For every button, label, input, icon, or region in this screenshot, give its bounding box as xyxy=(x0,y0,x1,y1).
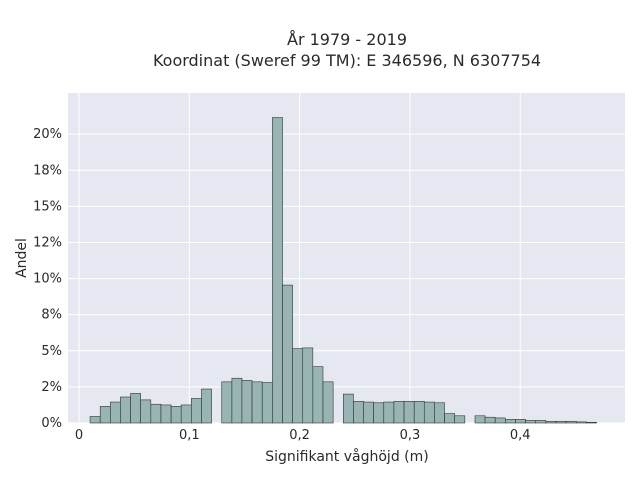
histogram-bar xyxy=(312,366,324,424)
histogram-bar xyxy=(393,401,405,424)
histogram-bar xyxy=(586,421,597,424)
histogram-bar xyxy=(363,401,374,424)
histogram-bar xyxy=(505,419,516,424)
histogram-bar xyxy=(221,381,233,424)
histogram-bar xyxy=(383,401,395,424)
histogram-bar xyxy=(413,401,425,424)
y-tick-label: 8% xyxy=(41,308,62,323)
histogram-bar xyxy=(160,404,172,424)
y-tick-label: 15% xyxy=(33,199,62,214)
histogram-bar xyxy=(231,377,243,424)
x-tick-label: 0,3 xyxy=(400,428,421,443)
y-tick-label: 20% xyxy=(33,127,62,142)
histogram-bar xyxy=(130,393,141,424)
chart-title: År 1979 - 2019 xyxy=(287,30,407,49)
histogram-bar xyxy=(343,393,354,424)
histogram-bar xyxy=(353,401,364,424)
histogram-bar xyxy=(241,380,253,424)
x-tick-label: 0,1 xyxy=(179,428,200,443)
histogram-bar xyxy=(322,381,334,424)
tick-labels: 0% 2% 5% 8% 10% 12% 15% 18% 20% 0 0,1 0,2 0,3 0,4 xyxy=(33,127,530,443)
grid xyxy=(68,93,625,424)
x-tick-label: 0,2 xyxy=(289,428,310,443)
histogram-bar xyxy=(140,399,152,424)
histogram-bar xyxy=(575,421,587,424)
bars xyxy=(89,117,597,424)
histogram-bar xyxy=(150,403,162,424)
y-tick-label: 10% xyxy=(33,272,62,287)
plot-area xyxy=(68,93,625,423)
histogram-bar xyxy=(565,420,577,424)
histogram-bar xyxy=(454,415,466,424)
histogram-bar xyxy=(292,348,304,424)
histogram-bar xyxy=(110,401,121,424)
x-tick-label: 0 xyxy=(75,428,83,443)
histogram-bar xyxy=(180,404,192,424)
histogram-bar xyxy=(261,382,273,424)
y-tick-label: 5% xyxy=(41,344,62,359)
histogram-bar xyxy=(403,401,415,424)
histogram-bar xyxy=(272,117,283,424)
y-tick-label: 18% xyxy=(33,163,62,178)
histogram-bar xyxy=(302,347,314,424)
histogram-bar xyxy=(99,406,111,424)
y-axis-label: Andel xyxy=(14,238,30,278)
histogram-bar xyxy=(545,420,557,424)
histogram-bar xyxy=(535,420,547,424)
y-tick-label: 2% xyxy=(41,380,62,395)
histogram-bar xyxy=(515,419,526,424)
histogram-bar xyxy=(170,406,182,424)
histogram-bar xyxy=(120,396,131,424)
histogram-bar xyxy=(191,398,202,424)
histogram-bar xyxy=(201,388,212,424)
x-axis-label: Signifikant våghöjd (m) xyxy=(265,448,428,465)
histogram-bar xyxy=(89,416,101,424)
histogram-bar xyxy=(282,284,293,424)
chart-subtitle: Koordinat (Sweref 99 TM): E 346596, N 63… xyxy=(153,51,541,70)
histogram-bar xyxy=(423,401,435,424)
histogram-bar xyxy=(484,416,496,424)
histogram-bar xyxy=(444,413,455,424)
histogram-bar xyxy=(373,402,385,424)
histogram-bar xyxy=(555,420,567,424)
y-tick-label: 0% xyxy=(41,416,62,431)
histogram-bar xyxy=(525,420,537,424)
histogram-bar xyxy=(251,381,263,424)
x-tick-label: 0,4 xyxy=(510,428,531,443)
histogram-bar xyxy=(434,402,445,424)
histogram-bar xyxy=(474,415,486,424)
histogram-bar xyxy=(494,417,506,424)
y-tick-label: 12% xyxy=(33,235,62,250)
